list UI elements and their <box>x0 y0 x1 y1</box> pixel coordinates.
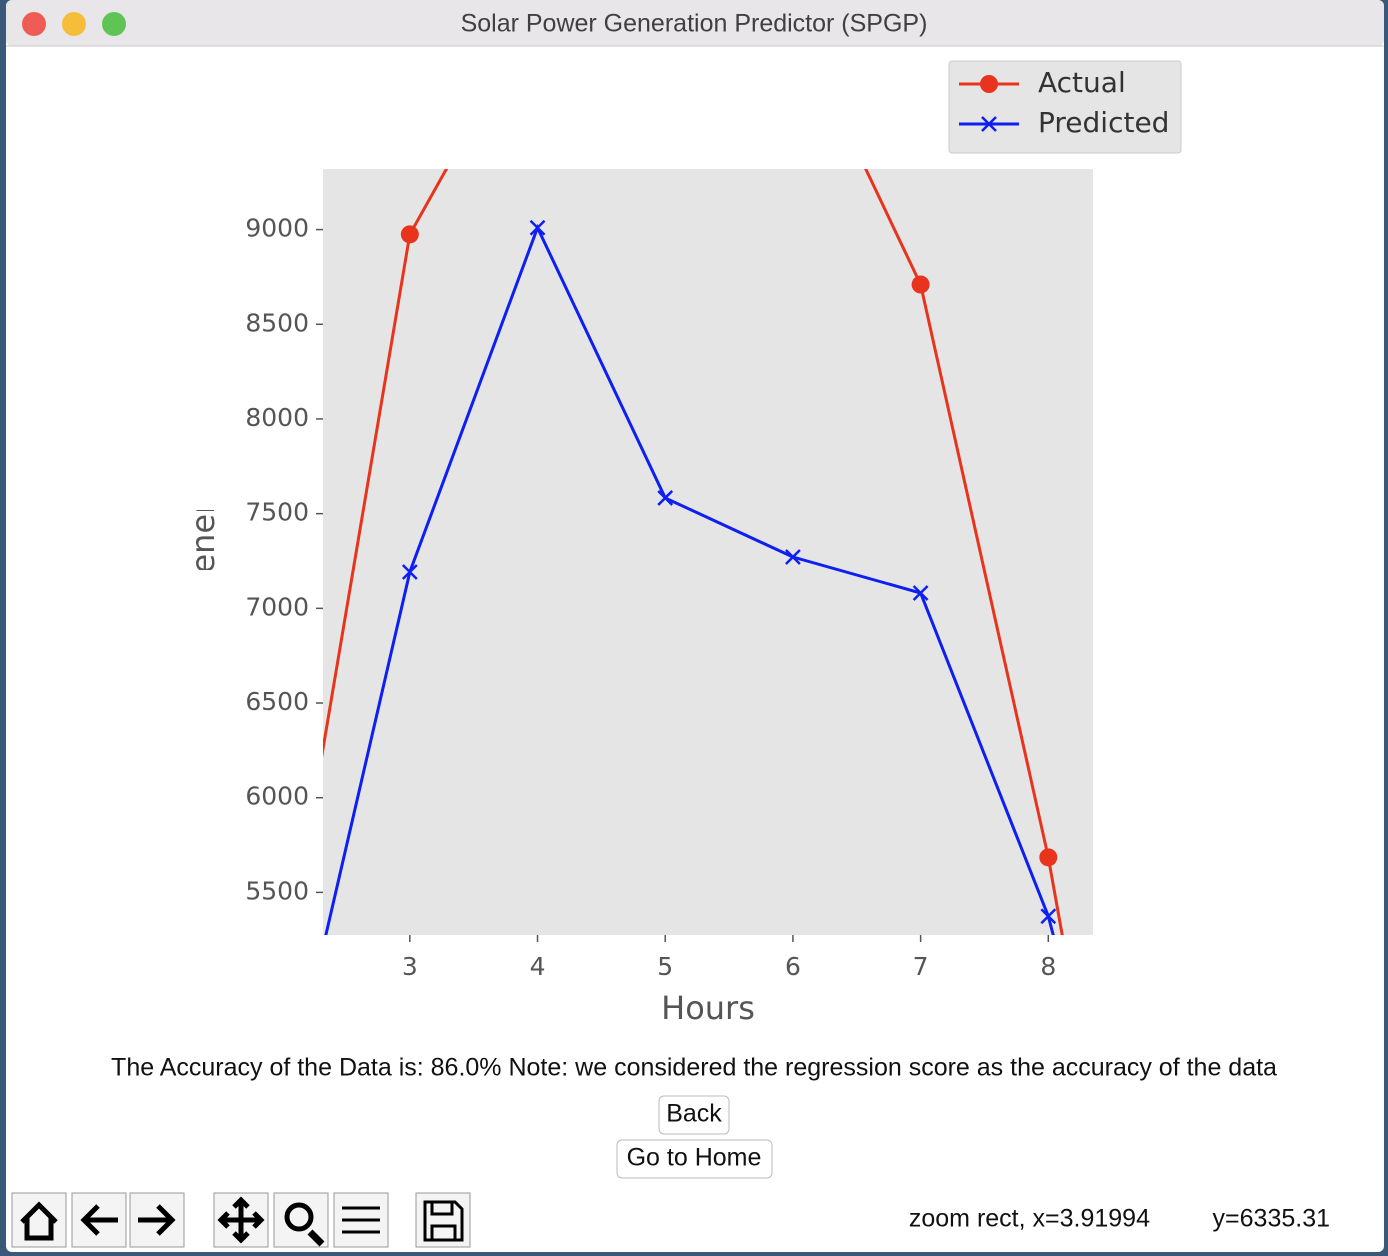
pan-icon <box>217 1196 265 1244</box>
x-tick-label: 5 <box>657 952 673 981</box>
marker <box>1039 848 1058 867</box>
x-tick-label: 7 <box>913 952 929 981</box>
home-icon <box>20 1201 58 1241</box>
zoom-button[interactable] <box>102 12 126 36</box>
y-tick-label: 9000 <box>245 214 309 243</box>
plot-area <box>323 169 1093 935</box>
button-frame[interactable] <box>616 1139 773 1179</box>
x-tick-label: 8 <box>1040 952 1056 981</box>
marker <box>1040 908 1057 925</box>
button-frame[interactable] <box>658 1095 730 1135</box>
series-line <box>323 169 1064 935</box>
plot-series <box>323 169 1064 935</box>
toolbar <box>11 1192 471 1248</box>
y-tick-label: 6000 <box>245 782 309 811</box>
button-label[interactable]: Back <box>666 1100 722 1128</box>
y-axis-label: Solar power Generated in Kw/h <box>184 301 222 799</box>
y-tick-label: 8000 <box>245 403 309 432</box>
close-button[interactable] <box>22 12 46 36</box>
forward-icon <box>138 1204 176 1236</box>
marker <box>400 225 419 244</box>
y-tick-label: 7500 <box>245 498 309 527</box>
x-axis-label: Hours <box>661 989 755 1027</box>
cursor-value: y=6335.31 <box>1213 1205 1330 1233</box>
home-button[interactable]: Go to Home <box>616 1139 773 1179</box>
marker <box>911 275 930 294</box>
legend-label: Predicted <box>1038 106 1169 139</box>
y-tick-label: 5500 <box>245 876 309 905</box>
marker <box>657 490 674 506</box>
x-tick-label: 3 <box>402 952 418 981</box>
y-tick-label: 7000 <box>245 592 309 621</box>
save-icon <box>423 1200 464 1242</box>
title-bar <box>6 0 1384 46</box>
zoom-lens <box>284 1202 314 1232</box>
minimize-button[interactable] <box>62 12 86 36</box>
button-label[interactable]: Go to Home <box>627 1144 762 1172</box>
cursor-position: zoom rect, x=3.91994 <box>909 1205 1150 1233</box>
marker <box>785 549 801 565</box>
marker <box>912 585 929 601</box>
legend: Actual Predicted <box>948 60 1182 154</box>
legend-label: Actual <box>1038 66 1126 99</box>
y-tick-label: 8500 <box>245 308 309 337</box>
marker <box>980 75 998 93</box>
back-icon <box>80 1204 118 1236</box>
back-button[interactable]: Back <box>658 1095 730 1135</box>
window-title: Solar Power Generation Predictor (SPGP) <box>461 10 928 38</box>
marker <box>401 564 418 580</box>
zoom-handle <box>307 1229 325 1247</box>
y-tick-label: 6500 <box>245 687 309 716</box>
slider-icon <box>342 1206 380 1234</box>
marker <box>981 116 997 132</box>
accuracy-text: The Accuracy of the Data is: 86.0% Note:… <box>111 1054 1277 1082</box>
series-line <box>324 223 1055 935</box>
x-tick-label: 4 <box>530 952 546 981</box>
marker <box>529 219 546 236</box>
x-tick-label: 6 <box>785 952 801 981</box>
